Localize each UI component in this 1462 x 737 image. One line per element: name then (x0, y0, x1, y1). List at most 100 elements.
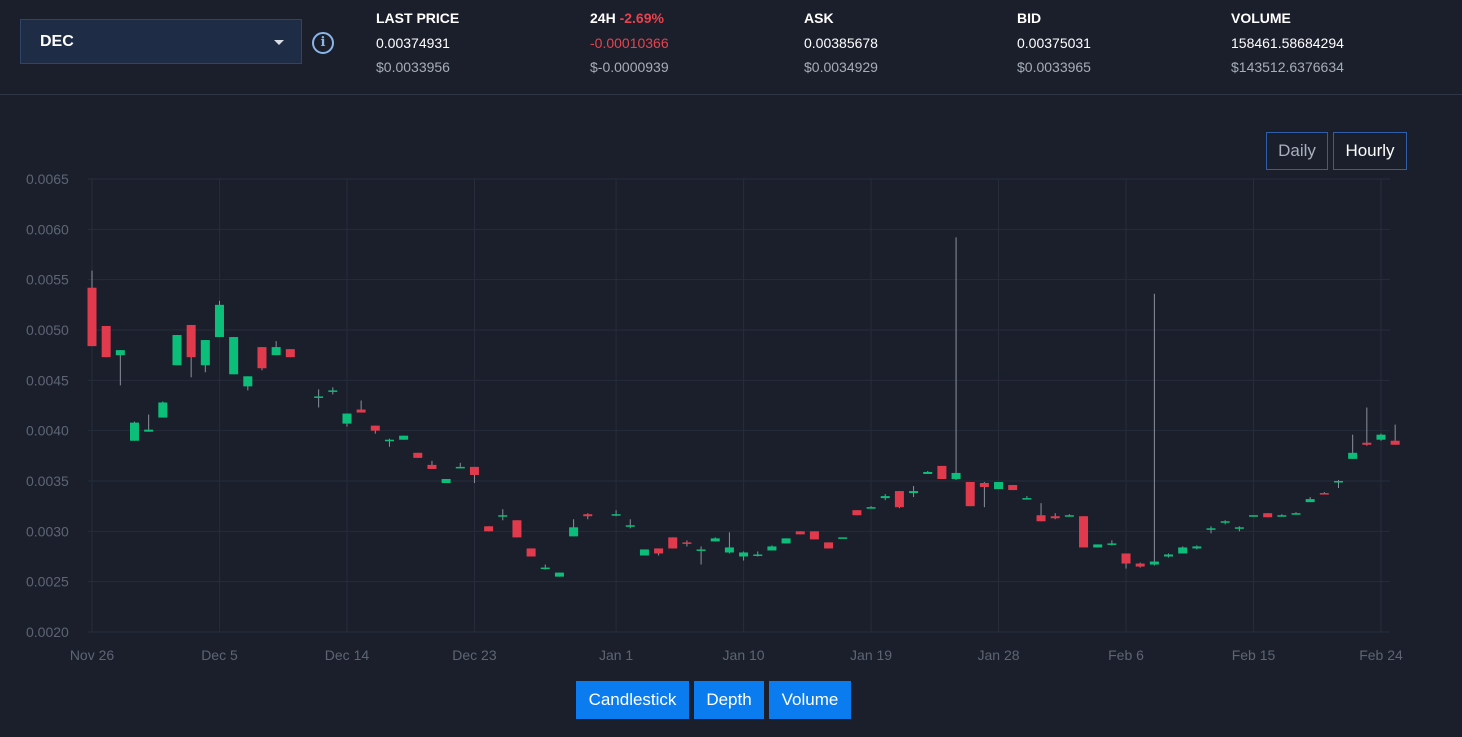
candle-body (1008, 485, 1018, 491)
info-icon[interactable]: i (312, 32, 334, 54)
candlestick-chart: 0.0065 0.0060 0.0055 0.0050 0.0045 0.0040 0.00… (26, 171, 1403, 663)
market-header: DEC i LAST PRICE 0.00374931 $0.0033956 2… (0, 0, 1462, 95)
stat-label: 24H (590, 10, 616, 26)
candle-body (214, 304, 224, 338)
candle-body (824, 542, 834, 549)
stat-value: 0.00375031 (1017, 35, 1091, 51)
candle-body (1135, 563, 1145, 567)
candle-body (1334, 481, 1344, 483)
tab-volume[interactable]: Volume (769, 681, 851, 719)
y-tick-label: 0.0045 (26, 372, 69, 388)
stat-value: 0.00374931 (376, 35, 450, 51)
tab-depth[interactable]: Depth (694, 681, 764, 719)
candle-body (710, 538, 720, 542)
x-tick-label: Feb 15 (1232, 647, 1276, 663)
candle-body (243, 376, 253, 387)
candle-body (512, 520, 522, 538)
candle-body (852, 510, 862, 516)
candle-body (554, 572, 564, 577)
x-tick-label: Dec 5 (201, 647, 238, 663)
candle-body (526, 548, 536, 557)
candle-body (87, 287, 97, 347)
stat-usd: $143512.6376634 (1231, 59, 1344, 75)
candle-body (809, 531, 819, 540)
stat-label: ASK (804, 10, 834, 26)
candle-body (1319, 493, 1329, 495)
y-tick-label: 0.0030 (26, 523, 69, 539)
stat-value: 0.00385678 (804, 35, 878, 51)
stat-ask: ASK 0.00385678 $0.0034929 (804, 10, 878, 77)
candle-body (356, 409, 366, 413)
stat-usd: $0.0034929 (804, 59, 878, 75)
token-select[interactable]: DEC (20, 19, 302, 64)
candle-body (1305, 499, 1315, 503)
candle-body (639, 549, 649, 556)
candle-body (384, 439, 394, 442)
candle-body (767, 546, 777, 551)
candle-body (271, 347, 281, 356)
token-symbol: DEC (40, 33, 74, 50)
x-tick-label: Jan 28 (978, 647, 1020, 663)
hourly-button[interactable]: Hourly (1333, 132, 1407, 170)
x-tick-label: Jan 1 (599, 647, 633, 663)
x-tick-label: Feb 24 (1359, 647, 1403, 663)
candle-body (753, 554, 763, 556)
candle-body (937, 465, 947, 479)
y-tick-label: 0.0040 (26, 423, 69, 439)
candle-body (1206, 528, 1216, 530)
chevron-down-icon (274, 40, 284, 45)
candle-body (540, 567, 550, 570)
candle-body (342, 413, 352, 424)
candle-body (1107, 543, 1117, 545)
candle-body (994, 482, 1004, 490)
x-tick-label: Dec 23 (452, 647, 497, 663)
candle-body (229, 337, 239, 375)
daily-button[interactable]: Daily (1266, 132, 1328, 170)
candle-body (795, 531, 805, 535)
candle-body (739, 552, 749, 557)
candle-body (285, 349, 295, 358)
stat-usd: $0.0033965 (1017, 59, 1091, 75)
candle-body (455, 466, 465, 469)
candle-body (469, 466, 479, 475)
candle-body (484, 526, 494, 532)
candle-body (200, 340, 210, 366)
candle-body (951, 472, 961, 479)
candle-body (654, 548, 664, 554)
candle-body (144, 429, 154, 432)
candle-body (625, 525, 635, 527)
candle-body (909, 491, 919, 494)
candle-body (1050, 516, 1060, 519)
candle-body (370, 425, 380, 431)
x-tick-label: Nov 26 (70, 647, 115, 663)
candle-body (1249, 515, 1259, 517)
candle-body (866, 507, 876, 509)
candle-body (172, 335, 182, 366)
candle-body (1192, 546, 1202, 549)
candle-body (129, 422, 139, 441)
stat-change: -2.69% (619, 10, 664, 26)
candle-body (1178, 547, 1188, 554)
y-tick-label: 0.0055 (26, 272, 69, 288)
candle-body (583, 514, 593, 517)
candle-body (894, 491, 904, 508)
candle-body (880, 496, 890, 499)
x-tick-label: Jan 19 (850, 647, 892, 663)
candle-body (1277, 515, 1287, 517)
tab-candlestick[interactable]: Candlestick (576, 681, 689, 719)
candle-body (1036, 515, 1046, 522)
candle-body (314, 396, 324, 398)
x-tick-label: Jan 10 (723, 647, 765, 663)
stat-label: VOLUME (1231, 10, 1291, 26)
candle-body (186, 324, 196, 358)
stat-usd: $0.0033956 (376, 59, 450, 75)
candle-body (1376, 434, 1386, 440)
stat-volume: VOLUME 158461.58684294 $143512.6376634 (1231, 10, 1344, 77)
candle-body (668, 537, 678, 549)
y-tick-label: 0.0020 (26, 624, 69, 640)
candle-body (115, 350, 125, 356)
stat-last-price: LAST PRICE 0.00374931 $0.0033956 (376, 10, 459, 77)
candle-body (1263, 513, 1273, 518)
stat-label: BID (1017, 10, 1042, 26)
candle-body (1121, 553, 1131, 564)
